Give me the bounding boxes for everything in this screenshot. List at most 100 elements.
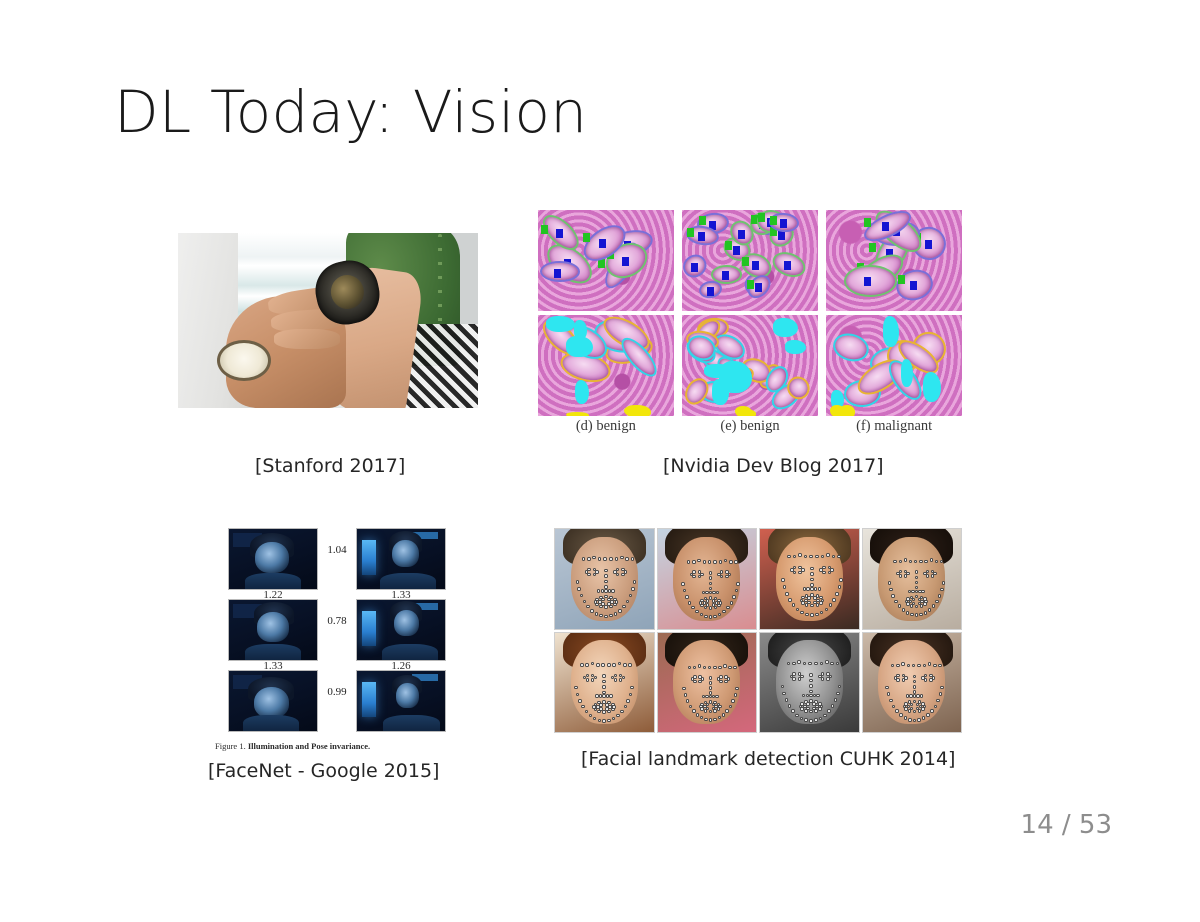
facial-landmark-dot bbox=[930, 569, 935, 574]
facial-landmark-dot bbox=[816, 598, 820, 603]
figure-facenet-grid: 1.04 0.78 0.99 1.22 1.33 1.33 1.26 bbox=[228, 528, 446, 736]
segmentation-blob-cyan bbox=[719, 361, 752, 393]
detection-marker-blue bbox=[778, 231, 786, 241]
facial-landmark-dot bbox=[815, 594, 819, 598]
facial-landmark-dot bbox=[820, 672, 825, 676]
facial-landmark-dot bbox=[939, 559, 944, 564]
facial-landmark-dot bbox=[692, 709, 696, 713]
facial-landmark-dot bbox=[607, 589, 612, 593]
facial-landmark-dot bbox=[705, 694, 709, 699]
facial-landmark-dot bbox=[698, 675, 702, 679]
facial-landmark-dot bbox=[935, 599, 939, 604]
facial-landmark-dot bbox=[934, 559, 939, 564]
facial-landmark-dot bbox=[608, 705, 612, 709]
facial-landmark-dot bbox=[895, 709, 899, 713]
facial-landmark-dot bbox=[824, 607, 829, 612]
facial-landmark-dot bbox=[911, 597, 916, 602]
facenet-row-2 bbox=[228, 599, 446, 661]
facial-landmark-dot bbox=[717, 612, 722, 617]
facial-landmark-dot bbox=[700, 603, 704, 608]
facial-landmark-dot bbox=[787, 554, 791, 559]
histology-tile-e-segmentation bbox=[682, 315, 818, 416]
facial-landmark-dot bbox=[795, 713, 799, 718]
facial-landmark-dot bbox=[708, 581, 713, 586]
facial-landmark-dot bbox=[577, 587, 581, 591]
segmentation-blob-cyan bbox=[574, 380, 590, 404]
facial-landmark-dot bbox=[602, 685, 606, 689]
facial-landmark-dot bbox=[931, 604, 936, 608]
facial-landmark-dot bbox=[809, 689, 813, 694]
landmark-cell-5 bbox=[554, 631, 655, 733]
detection-marker-blue bbox=[733, 245, 741, 255]
facial-landmark-dot bbox=[711, 599, 716, 603]
histology-label-e: (e) benign bbox=[720, 418, 780, 434]
facial-landmark-dot bbox=[917, 597, 922, 602]
facial-landmark-dot bbox=[584, 709, 589, 714]
facial-landmark-dot bbox=[828, 603, 833, 607]
histology-row-detections bbox=[538, 210, 962, 311]
detection-marker-blue bbox=[738, 229, 746, 239]
facial-landmark-dot bbox=[797, 677, 802, 681]
facial-landmark-dot bbox=[729, 601, 734, 605]
facial-landmark-dot bbox=[810, 613, 814, 617]
wristwatch bbox=[217, 339, 271, 381]
facial-landmark-dot bbox=[941, 581, 946, 585]
facial-landmark-dot bbox=[804, 700, 808, 704]
facial-landmark-dot bbox=[917, 718, 921, 722]
facenet-figure-caption-bold: Illumination and Pose invariance. bbox=[247, 741, 371, 751]
facial-landmark-dot bbox=[607, 700, 611, 705]
segmentation-blob-yellow bbox=[839, 405, 855, 416]
facial-landmark-dot bbox=[781, 578, 785, 582]
facial-landmark-dot bbox=[617, 661, 622, 666]
facial-landmark-dot bbox=[907, 709, 912, 713]
face bbox=[393, 609, 419, 636]
segmentation-blob-yellow bbox=[735, 409, 756, 416]
facial-landmark-dot bbox=[815, 612, 819, 617]
segmentation-blob-cyan bbox=[574, 320, 587, 340]
facial-landmark-dot bbox=[806, 706, 810, 711]
facial-landmark-dot bbox=[911, 589, 915, 594]
landmark-cell-6 bbox=[656, 631, 757, 733]
histology-tile-d-segmentation bbox=[538, 315, 674, 416]
facial-landmark-dot bbox=[725, 709, 729, 713]
facial-landmark-dot bbox=[719, 675, 723, 679]
facial-landmark-dot bbox=[620, 709, 624, 714]
facial-landmark-dot bbox=[802, 587, 807, 591]
facial-landmark-dot bbox=[604, 574, 608, 578]
torso bbox=[379, 573, 437, 589]
facial-landmark-dot bbox=[708, 571, 713, 575]
facial-landmark-dot bbox=[683, 693, 688, 697]
facial-landmark-dot bbox=[705, 702, 710, 707]
facial-landmark-dot bbox=[918, 704, 923, 709]
detection-marker-blue bbox=[924, 239, 932, 249]
facial-landmark-dot bbox=[799, 598, 804, 603]
facial-landmark-dot bbox=[597, 557, 602, 561]
detection-marker-blue bbox=[751, 261, 759, 271]
detection-marker-blue bbox=[708, 220, 716, 230]
facial-landmark-dot bbox=[938, 663, 942, 668]
facial-landmark-dot bbox=[898, 559, 902, 564]
facial-landmark-dot bbox=[826, 677, 830, 681]
face bbox=[395, 683, 419, 709]
facial-landmark-dot bbox=[896, 663, 900, 668]
facial-landmark-dot bbox=[813, 600, 817, 605]
facial-landmark-dot bbox=[602, 674, 606, 678]
facial-landmark-dot bbox=[602, 690, 606, 695]
facial-landmark-dot bbox=[814, 661, 818, 666]
facial-landmark-dot bbox=[800, 674, 804, 679]
facial-landmark-dot bbox=[921, 702, 925, 706]
facial-landmark-dot bbox=[808, 661, 812, 666]
facial-landmark-dot bbox=[919, 604, 924, 608]
facenet-figure-caption: Figure 1. Illumination and Pose invarian… bbox=[215, 741, 370, 751]
facial-landmark-dot bbox=[836, 691, 840, 696]
facial-landmark-dot bbox=[818, 707, 822, 711]
facial-landmark-dot bbox=[597, 718, 602, 723]
face bbox=[570, 536, 638, 621]
facial-landmark-dot bbox=[801, 568, 805, 572]
facial-landmark-dot bbox=[806, 587, 810, 591]
facial-landmark-dot bbox=[613, 602, 617, 607]
facial-landmark-dot bbox=[827, 709, 831, 713]
facial-landmark-dot bbox=[830, 704, 835, 708]
facial-landmark-dot bbox=[917, 700, 922, 704]
facial-landmark-dot bbox=[708, 576, 713, 580]
